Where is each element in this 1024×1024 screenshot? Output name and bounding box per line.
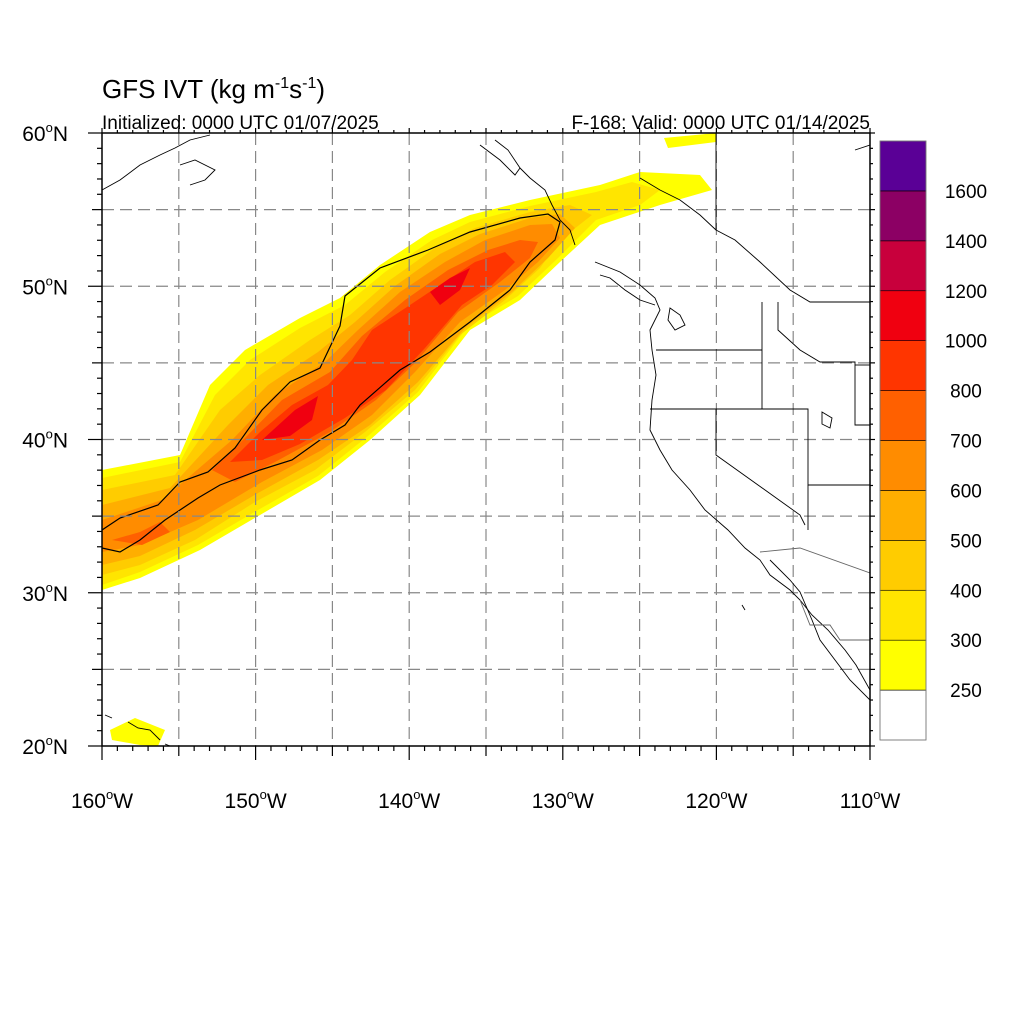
colorbar-swatch: [879, 540, 927, 591]
colorbar-swatch: [879, 639, 927, 691]
init-time-label: Initialized: 0000 UTC 01/07/2025: [102, 113, 379, 134]
latitude-tick-label: 20oN: [22, 733, 68, 759]
ivt-shading: [102, 133, 716, 746]
longitude-tick-label: 130oW: [532, 787, 594, 813]
colorbar-swatch: [879, 390, 927, 441]
map-title: GFS IVT (kg m-1s-1): [102, 74, 325, 104]
colorbar-label: 1600: [945, 182, 987, 203]
colorbar-swatch: [879, 190, 927, 242]
ivt-colorbar: 250 300 400 500 600 700 800 1000 1200 1400 1600: [879, 140, 987, 741]
longitude-tick-label: 160oW: [71, 787, 133, 813]
colorbar-swatch: [879, 589, 927, 641]
colorbar-swatch: [879, 290, 927, 341]
latitude-tick-label: 40oN: [22, 427, 68, 453]
axis-ticks: [88, 128, 875, 760]
valid-time-label: F-168: Valid: 0000 UTC 01/14/2025: [571, 113, 870, 134]
colorbar-swatch: [879, 140, 927, 192]
colorbar-label: 800: [950, 382, 982, 403]
colorbar-label: 700: [950, 432, 982, 453]
state-borders: [650, 302, 870, 641]
latitude-tick-label: 60oN: [22, 120, 68, 146]
colorbar-label: 1400: [945, 232, 987, 253]
colorbar-swatch: [879, 689, 927, 741]
colorbar-swatch: [879, 340, 927, 391]
colorbar-label: 250: [950, 681, 982, 702]
colorbar-swatch: [879, 490, 927, 541]
latitude-tick-label: 50oN: [22, 273, 68, 299]
ivt-contour-line: [102, 213, 561, 553]
latitude-labels: 60oN 50oN 40oN 30oN 20oN: [22, 120, 68, 759]
longitude-tick-label: 110oW: [840, 787, 901, 813]
longitude-tick-label: 120oW: [685, 787, 747, 813]
colorbar-label: 300: [950, 631, 982, 652]
colorbar-swatch: [879, 440, 927, 491]
latitude-tick-label: 30oN: [22, 580, 68, 606]
longitude-tick-label: 140oW: [378, 787, 440, 813]
colorbar-label: 500: [950, 531, 982, 552]
longitude-labels: 160oW 150oW 140oW 130oW 120oW 110oW: [71, 787, 901, 813]
longitude-tick-label: 150oW: [225, 787, 287, 813]
colorbar-label: 1200: [945, 282, 987, 303]
colorbar-swatch: [879, 240, 927, 292]
map-plot-area: [102, 133, 870, 746]
colorbar-frame: [879, 140, 927, 741]
coastlines: [102, 133, 870, 746]
colorbar-label: 400: [950, 581, 982, 602]
ivt-band-1000: [262, 268, 470, 440]
colorbar-label: 600: [950, 481, 982, 502]
colorbar-label: 1000: [945, 332, 987, 353]
